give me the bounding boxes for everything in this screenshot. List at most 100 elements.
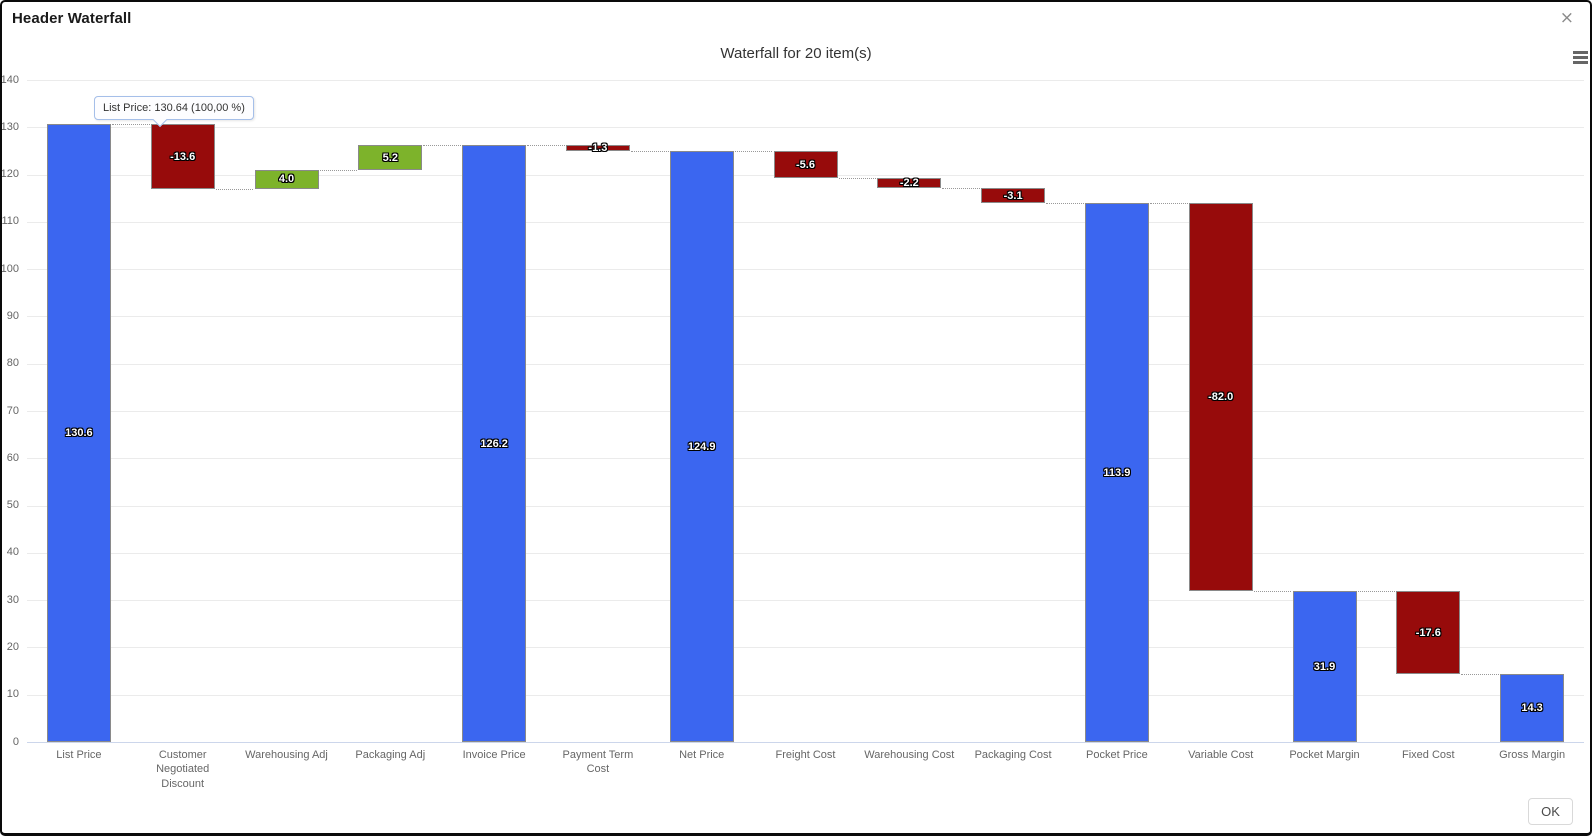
y-axis-tick-label: 120 bbox=[0, 168, 19, 181]
waterfall-connector bbox=[1461, 674, 1500, 676]
x-axis-category-label: Packaging Cost bbox=[974, 749, 1052, 761]
waterfall-connector bbox=[111, 124, 150, 126]
bar-value-label: 4.0 bbox=[278, 173, 295, 186]
y-axis-tick-label: 110 bbox=[1, 215, 19, 228]
bar-value-label: -1.3 bbox=[588, 142, 608, 155]
bar-packaging-cost[interactable]: -3.1 bbox=[981, 188, 1046, 203]
x-axis-category-label: Variable Cost bbox=[1188, 749, 1254, 761]
x-axis-category-label: Warehousing Adj bbox=[245, 749, 328, 761]
bar-value-label: -3.1 bbox=[1003, 189, 1023, 202]
y-axis-tick-label: 60 bbox=[6, 451, 19, 464]
waterfall-connector bbox=[942, 188, 981, 190]
x-axis-category-label: Freight Cost bbox=[775, 749, 836, 761]
y-axis-tick-label: 80 bbox=[6, 357, 19, 370]
x-axis-line bbox=[27, 742, 1584, 743]
y-gridline bbox=[27, 269, 1584, 271]
chart-title: Waterfall for 20 item(s) bbox=[720, 45, 872, 62]
y-axis-tick-label: 40 bbox=[6, 546, 19, 559]
bar-fixed-cost[interactable]: -17.6 bbox=[1396, 591, 1461, 675]
bar-variable-cost[interactable]: -82.0 bbox=[1188, 203, 1253, 592]
ok-button[interactable]: OK bbox=[1528, 798, 1573, 825]
y-axis-tick-label: 50 bbox=[6, 499, 19, 512]
bar-value-label: 14.3 bbox=[1521, 702, 1543, 715]
waterfall-connector bbox=[423, 145, 462, 147]
y-axis-tick-label: 140 bbox=[0, 73, 19, 86]
y-gridline bbox=[27, 600, 1584, 602]
close-icon[interactable]: × bbox=[1559, 8, 1574, 28]
x-axis-category-label: Customer Negotiated Discount bbox=[156, 749, 210, 790]
y-gridline bbox=[27, 552, 1584, 554]
y-gridline bbox=[27, 316, 1584, 318]
y-gridline bbox=[27, 505, 1584, 507]
y-axis-tick-label: 130 bbox=[0, 120, 19, 133]
bar-value-label: -13.6 bbox=[170, 150, 196, 163]
bar-invoice-price[interactable]: 126.2 bbox=[462, 145, 527, 742]
y-gridline bbox=[27, 647, 1584, 649]
bar-warehousing-cost[interactable]: -2.2 bbox=[877, 177, 942, 190]
waterfall-connector bbox=[1357, 591, 1396, 593]
tooltip-text: List Price: 130.64 (100,00 %) bbox=[103, 102, 245, 114]
y-axis-tick-label: 10 bbox=[6, 688, 19, 701]
tooltip: List Price: 130.64 (100,00 %) bbox=[94, 96, 254, 128]
y-gridline bbox=[27, 694, 1584, 696]
bar-value-label: -82.0 bbox=[1208, 391, 1234, 404]
y-axis-tick-label: 70 bbox=[6, 404, 19, 417]
waterfall-connector bbox=[1149, 203, 1188, 205]
bar-value-label: 124.9 bbox=[687, 440, 716, 453]
y-axis-tick-label: 90 bbox=[6, 309, 19, 322]
waterfall-connector bbox=[1046, 202, 1084, 204]
y-axis-tick-label: 0 bbox=[12, 735, 19, 748]
y-gridline bbox=[27, 221, 1584, 223]
y-gridline bbox=[27, 458, 1584, 460]
y-axis-tick-label: 20 bbox=[6, 640, 19, 653]
x-axis-category-label: Net Price bbox=[679, 749, 725, 761]
hamburger-line bbox=[1573, 55, 1588, 59]
bar-value-label: 5.2 bbox=[382, 151, 398, 164]
waterfall-connector bbox=[319, 169, 358, 171]
y-gridline bbox=[27, 127, 1584, 129]
y-gridline bbox=[27, 363, 1584, 365]
bar-gross-margin[interactable]: 14.3 bbox=[1500, 674, 1565, 742]
waterfall-connector bbox=[527, 145, 565, 147]
hamburger-menu-icon[interactable] bbox=[1569, 48, 1589, 68]
x-axis-category-label: Warehousing Cost bbox=[864, 749, 955, 761]
bar-value-label: 126.2 bbox=[480, 437, 508, 450]
y-gridline bbox=[27, 80, 1584, 81]
hamburger-line bbox=[1573, 50, 1588, 54]
dialog-title: Header Waterfall bbox=[12, 10, 132, 27]
bar-payment-term-cost[interactable]: -1.3 bbox=[565, 142, 630, 155]
waterfall-connector bbox=[838, 177, 877, 179]
bar-packaging-adj[interactable]: 5.2 bbox=[358, 145, 423, 170]
y-gridline bbox=[27, 411, 1584, 412]
bar-net-price[interactable]: 124.9 bbox=[669, 151, 734, 742]
x-axis-category-label: Pocket Margin bbox=[1289, 749, 1360, 761]
waterfall-connector bbox=[630, 151, 669, 153]
x-axis-category-label: Invoice Price bbox=[462, 749, 526, 761]
bar-pocket-margin[interactable]: 31.9 bbox=[1292, 591, 1357, 742]
bar-value-label: 31.9 bbox=[1313, 660, 1336, 673]
bar-freight-cost[interactable]: -5.6 bbox=[773, 151, 838, 178]
waterfall-connector bbox=[734, 151, 773, 153]
bar-value-label: 130.6 bbox=[65, 427, 93, 440]
x-axis-category-label: Packaging Adj bbox=[355, 749, 426, 761]
bar-value-label: -5.6 bbox=[796, 158, 815, 171]
bar-value-label: 113.9 bbox=[1103, 466, 1131, 479]
bar-value-label: -2.2 bbox=[899, 177, 919, 190]
bar-list-price[interactable]: 130.6 bbox=[46, 124, 111, 742]
bar-pocket-price[interactable]: 113.9 bbox=[1084, 203, 1149, 742]
x-axis-category-label: Gross Margin bbox=[1499, 749, 1566, 761]
y-axis-tick-label: 30 bbox=[6, 593, 19, 606]
waterfall-connector bbox=[1253, 591, 1292, 593]
y-axis-tick-label: 100 bbox=[0, 262, 19, 275]
bar-value-label: -17.6 bbox=[1415, 626, 1441, 639]
x-axis-category-label: Payment Term Cost bbox=[562, 749, 634, 776]
bar-warehousing-adj[interactable]: 4.0 bbox=[254, 169, 319, 189]
hamburger-line bbox=[1573, 60, 1588, 64]
x-axis-category-label: List Price bbox=[56, 749, 102, 761]
waterfall-connector bbox=[215, 188, 254, 190]
bar-customer-negotiated-discount[interactable]: -13.6 bbox=[150, 124, 215, 189]
x-axis-category-label: Fixed Cost bbox=[1402, 749, 1455, 761]
x-axis-category-label: Pocket Price bbox=[1086, 749, 1148, 761]
